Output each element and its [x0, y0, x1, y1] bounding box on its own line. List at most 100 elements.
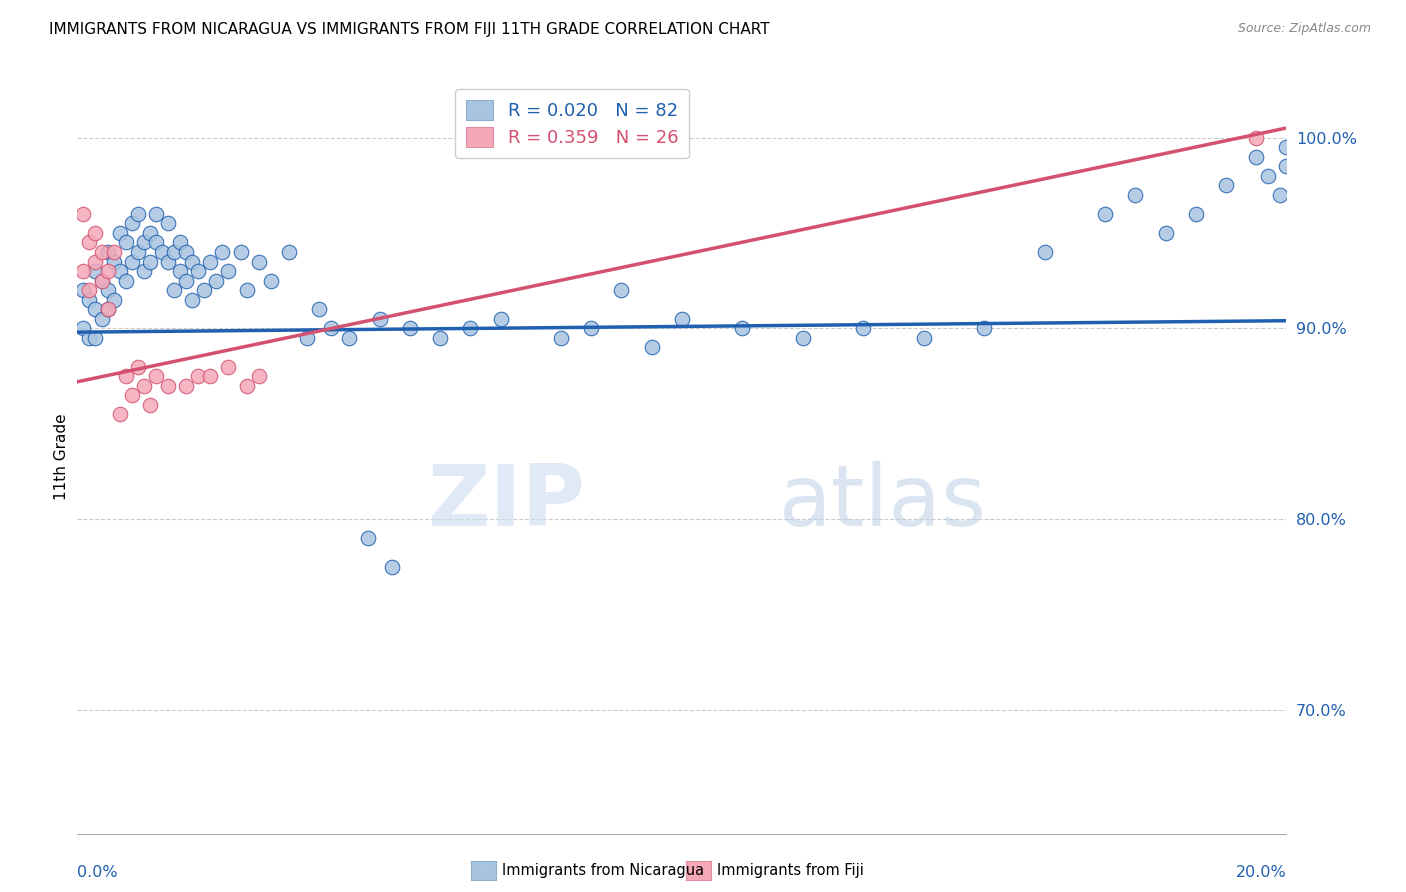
Point	[132, 235, 155, 250]
Point	[84, 331, 107, 345]
Text: Source: ZipAtlas.com: Source: ZipAtlas.com	[1237, 22, 1371, 36]
Point	[72, 264, 94, 278]
Point	[1215, 178, 1237, 193]
Point	[72, 207, 94, 221]
Point	[121, 254, 143, 268]
Point	[610, 283, 633, 297]
Point	[229, 245, 252, 260]
Point	[1246, 150, 1268, 164]
Point	[163, 245, 186, 260]
Point	[90, 274, 112, 288]
Point	[132, 378, 155, 392]
Point	[103, 293, 125, 307]
Point	[79, 235, 101, 250]
Point	[84, 302, 107, 317]
Point	[1275, 159, 1298, 173]
Point	[96, 302, 118, 317]
Point	[127, 359, 149, 374]
Point	[114, 274, 136, 288]
Point	[1270, 187, 1292, 202]
Point	[84, 226, 107, 240]
Y-axis label: 11th Grade: 11th Grade	[53, 414, 69, 500]
Text: Immigrants from Nicaragua: Immigrants from Nicaragua	[502, 863, 704, 878]
Point	[103, 254, 125, 268]
Point	[235, 283, 257, 297]
Point	[247, 254, 270, 268]
Point	[79, 283, 101, 297]
Point	[139, 254, 162, 268]
Point	[429, 331, 451, 345]
Point	[381, 560, 404, 574]
Point	[200, 369, 222, 384]
Point	[973, 321, 995, 335]
Point	[200, 254, 222, 268]
Point	[193, 283, 215, 297]
Point	[1275, 140, 1298, 154]
Point	[114, 369, 136, 384]
Point	[108, 226, 131, 240]
Point	[1246, 130, 1268, 145]
Point	[308, 302, 330, 317]
Point	[489, 311, 512, 326]
Point	[96, 245, 118, 260]
Text: 20.0%: 20.0%	[1236, 864, 1286, 880]
Text: atlas: atlas	[779, 461, 987, 544]
Text: Immigrants from Fiji: Immigrants from Fiji	[717, 863, 863, 878]
Point	[295, 331, 318, 345]
Point	[132, 264, 155, 278]
Point	[84, 254, 107, 268]
Point	[356, 531, 378, 545]
Point	[368, 311, 391, 326]
Point	[169, 235, 191, 250]
Point	[550, 331, 572, 345]
Point	[205, 274, 228, 288]
Point	[108, 407, 131, 421]
Point	[235, 378, 257, 392]
Point	[121, 216, 143, 230]
Point	[84, 264, 107, 278]
Point	[163, 283, 186, 297]
Point	[852, 321, 875, 335]
Point	[671, 311, 693, 326]
Point	[157, 216, 180, 230]
Point	[458, 321, 481, 335]
Point	[90, 311, 112, 326]
Point	[145, 235, 167, 250]
Point	[90, 274, 112, 288]
Text: IMMIGRANTS FROM NICARAGUA VS IMMIGRANTS FROM FIJI 11TH GRADE CORRELATION CHART: IMMIGRANTS FROM NICARAGUA VS IMMIGRANTS …	[49, 22, 770, 37]
Point	[150, 245, 173, 260]
Point	[181, 293, 204, 307]
Point	[218, 359, 240, 374]
Point	[103, 245, 125, 260]
Point	[174, 274, 197, 288]
Point	[145, 207, 167, 221]
Point	[181, 254, 204, 268]
Point	[247, 369, 270, 384]
Point	[79, 293, 101, 307]
Point	[260, 274, 283, 288]
Point	[96, 264, 118, 278]
Point	[792, 331, 814, 345]
Point	[337, 331, 360, 345]
Point	[321, 321, 343, 335]
Point	[72, 283, 94, 297]
Point	[96, 302, 118, 317]
Point	[121, 388, 143, 402]
Point	[157, 254, 180, 268]
Point	[731, 321, 754, 335]
Point	[1094, 207, 1116, 221]
Point	[139, 398, 162, 412]
Point	[399, 321, 422, 335]
Text: ZIP: ZIP	[427, 461, 585, 544]
Point	[581, 321, 603, 335]
Point	[218, 264, 240, 278]
Point	[211, 245, 233, 260]
Text: 0.0%: 0.0%	[77, 864, 118, 880]
Point	[187, 369, 209, 384]
Point	[127, 245, 149, 260]
Point	[96, 283, 118, 297]
Point	[157, 378, 180, 392]
Point	[1257, 169, 1279, 183]
Point	[169, 264, 191, 278]
Point	[108, 264, 131, 278]
